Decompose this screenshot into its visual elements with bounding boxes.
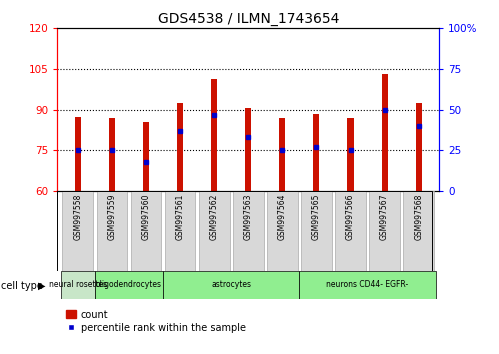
Bar bbox=[403, 191, 434, 271]
Bar bbox=[95, 271, 163, 299]
Text: neural rosettes: neural rosettes bbox=[49, 280, 107, 290]
Text: neurons CD44- EGFR-: neurons CD44- EGFR- bbox=[326, 280, 409, 290]
Title: GDS4538 / ILMN_1743654: GDS4538 / ILMN_1743654 bbox=[158, 12, 339, 26]
Bar bbox=[75, 116, 81, 191]
Bar bbox=[245, 108, 251, 191]
Bar bbox=[347, 118, 354, 191]
Bar bbox=[199, 191, 230, 271]
Bar bbox=[97, 191, 127, 271]
Bar bbox=[109, 118, 115, 191]
Bar bbox=[369, 191, 400, 271]
Bar bbox=[61, 271, 95, 299]
Text: GSM997562: GSM997562 bbox=[210, 194, 219, 240]
Text: cell type: cell type bbox=[1, 281, 43, 291]
Bar bbox=[335, 191, 366, 271]
Bar bbox=[143, 122, 149, 191]
Text: ▶: ▶ bbox=[38, 281, 45, 291]
Bar bbox=[267, 191, 298, 271]
Bar bbox=[416, 103, 422, 191]
Bar bbox=[233, 191, 263, 271]
Text: GSM997560: GSM997560 bbox=[142, 194, 151, 240]
Bar bbox=[62, 191, 93, 271]
Text: GSM997561: GSM997561 bbox=[176, 194, 185, 240]
Text: GSM997564: GSM997564 bbox=[278, 194, 287, 240]
Text: oligodendrocytes: oligodendrocytes bbox=[96, 280, 162, 290]
Bar bbox=[299, 271, 436, 299]
Bar bbox=[301, 191, 332, 271]
Bar bbox=[163, 271, 299, 299]
Bar bbox=[211, 79, 217, 191]
Bar bbox=[313, 114, 319, 191]
Text: GSM997567: GSM997567 bbox=[380, 194, 389, 240]
Bar bbox=[131, 191, 161, 271]
Bar bbox=[279, 118, 285, 191]
Text: GSM997565: GSM997565 bbox=[312, 194, 321, 240]
Bar bbox=[177, 103, 183, 191]
Bar bbox=[165, 191, 196, 271]
Text: GSM997558: GSM997558 bbox=[73, 194, 82, 240]
Text: GSM997568: GSM997568 bbox=[414, 194, 423, 240]
Text: GSM997559: GSM997559 bbox=[107, 194, 116, 240]
Text: GSM997563: GSM997563 bbox=[244, 194, 253, 240]
Text: GSM997566: GSM997566 bbox=[346, 194, 355, 240]
Text: astrocytes: astrocytes bbox=[211, 280, 251, 290]
Legend: count, percentile rank within the sample: count, percentile rank within the sample bbox=[62, 306, 250, 336]
Bar bbox=[382, 74, 388, 191]
